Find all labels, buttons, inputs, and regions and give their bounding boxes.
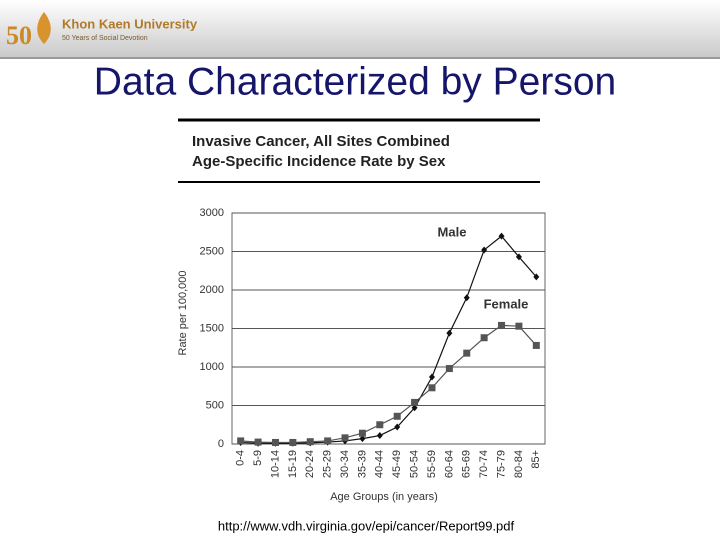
logo: 50 Khon Kaen University 50 Years of Soci…: [6, 12, 198, 50]
logo-motto: 50 Years of Social Devotion: [62, 35, 148, 42]
y-tick-label: 2500: [200, 245, 224, 257]
x-tick-label: 30-34: [339, 450, 351, 478]
x-tick-label: 15-19: [287, 450, 299, 478]
point-marker: [394, 423, 401, 431]
point-marker: [376, 421, 384, 429]
y-tick-label: 1000: [200, 361, 224, 373]
point-marker: [358, 429, 366, 437]
x-tick-label: 40-44: [374, 450, 386, 478]
series-label: Female: [484, 296, 529, 311]
point-marker: [411, 404, 418, 412]
point-marker: [515, 253, 522, 261]
point-marker: [411, 398, 419, 406]
logo-name: Khon Kaen University: [62, 16, 198, 31]
header-band: [0, 0, 720, 58]
point-marker: [533, 273, 540, 281]
point-marker: [289, 438, 297, 446]
series-line: [240, 324, 537, 444]
point-marker: [393, 412, 401, 420]
y-tick-label: 3000: [200, 207, 224, 219]
logo-number: 50: [6, 21, 32, 50]
point-marker: [498, 321, 506, 329]
x-tick-label: 55-59: [426, 450, 438, 478]
chart-subtitle: Age-Specific Incidence Rate by Sex: [192, 153, 446, 170]
x-tick-label: 50-54: [408, 450, 420, 478]
point-marker: [480, 334, 488, 342]
x-tick-label: 25-29: [322, 450, 334, 478]
point-marker: [463, 294, 470, 302]
point-marker: [515, 322, 523, 330]
x-tick-label: 0-4: [235, 450, 247, 466]
point-marker: [445, 365, 453, 373]
y-tick-label: 1500: [200, 322, 224, 334]
x-tick-label: 35-39: [356, 450, 368, 478]
x-tick-label: 60-64: [443, 450, 455, 478]
x-tick-label: 45-49: [391, 450, 403, 478]
x-tick-label: 85+: [530, 450, 542, 469]
x-tick-label: 70-74: [478, 450, 490, 478]
point-marker: [341, 434, 349, 442]
source-url: http://www.vdh.virginia.gov/epi/cancer/R…: [218, 518, 515, 533]
slide-title: Data Characterized by Person: [94, 60, 616, 103]
chart-title: Invasive Cancer, All Sites Combined: [192, 133, 450, 150]
x-tick-label: 10-14: [269, 450, 281, 478]
series-line: [240, 235, 537, 444]
point-marker: [498, 232, 505, 240]
point-marker: [359, 435, 366, 443]
x-tick-label: 20-24: [304, 450, 316, 478]
point-marker: [254, 438, 262, 446]
logo-emblem: [37, 12, 51, 44]
x-axis-title: Age Groups (in years): [330, 491, 438, 503]
point-marker: [237, 437, 245, 445]
point-marker: [428, 384, 436, 392]
x-tick-label: 80-84: [513, 450, 525, 478]
y-axis-title: Rate per 100,000: [177, 270, 189, 355]
x-tick-label: 5-9: [252, 450, 264, 466]
point-marker: [324, 437, 332, 445]
series-label: Male: [438, 224, 467, 239]
point-marker: [481, 246, 488, 254]
y-tick-label: 0: [218, 438, 224, 450]
point-marker: [376, 432, 383, 440]
point-marker: [306, 438, 314, 446]
point-marker: [428, 373, 435, 381]
x-tick-label: 65-69: [461, 450, 473, 478]
x-tick-label: 75-79: [495, 450, 507, 478]
y-tick-label: 2000: [200, 284, 224, 296]
point-marker: [446, 329, 453, 337]
point-marker: [463, 349, 471, 357]
y-tick-label: 500: [206, 399, 224, 411]
point-marker: [271, 438, 279, 446]
point-marker: [532, 341, 540, 349]
